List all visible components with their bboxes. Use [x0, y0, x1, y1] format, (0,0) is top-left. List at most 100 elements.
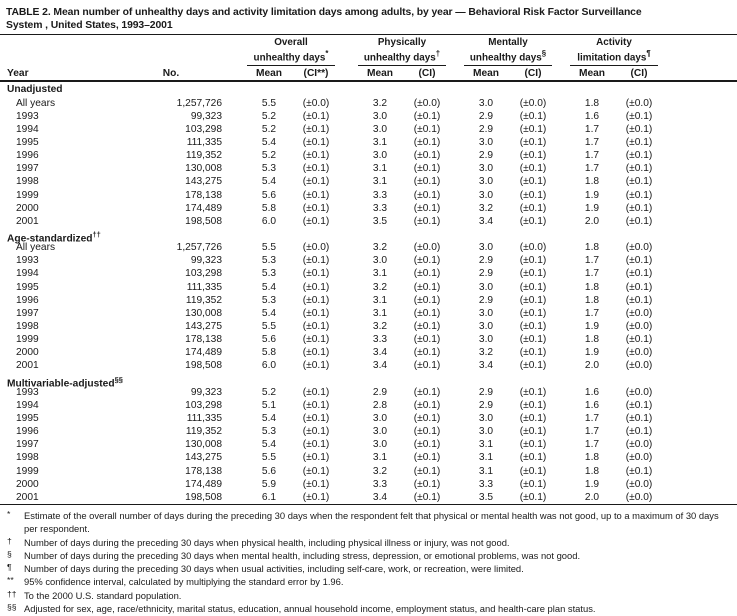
no-cell: 99,323: [190, 386, 222, 398]
ci-cell: (±0.1): [413, 321, 441, 333]
column-gap: [555, 215, 567, 228]
ci-cell: (±0.1): [413, 137, 441, 149]
table-row: 1995 111,335 5.4 (±0.1) 3.1 (±0.1) 3.0 (±0.1) 1.…: [0, 136, 737, 149]
ci-cell: (±0.1): [413, 176, 441, 188]
ci-cell: (±0.0): [625, 347, 653, 359]
no-cell: 1,257,726: [176, 97, 222, 109]
table-row: 2000 174,489 5.9 (±0.1) 3.3 (±0.1) 3.3 (±0.1) 1.…: [0, 478, 737, 491]
footnote-item: † Number of days during the preceding 30 …: [7, 536, 731, 549]
mean-cell: 5.3: [261, 294, 277, 306]
column-gap: [555, 123, 567, 136]
no-cell: 111,335: [186, 413, 222, 424]
ci-cell: (±0.1): [519, 215, 547, 227]
mean-cell: 3.0: [478, 137, 494, 149]
mean-cell: 2.9: [478, 110, 494, 122]
year-cell: 2000: [16, 347, 39, 359]
mean-cell: 3.4: [478, 360, 494, 372]
ci-cell: (±0.1): [625, 189, 653, 201]
mean-cell: 3.1: [372, 137, 388, 149]
column-gap: [555, 412, 567, 425]
no-cell: 174,489: [185, 347, 222, 359]
table-row: 1994 103,298 5.2 (±0.1) 3.0 (±0.1) 2.9 (±0.1) 1.…: [0, 123, 737, 136]
mean-cell: 3.3: [478, 478, 494, 490]
column-gap: [222, 123, 244, 136]
mean-cell: 2.9: [478, 294, 494, 306]
mean-cell: 5.3: [261, 426, 277, 438]
no-cell: 103,298: [185, 399, 222, 411]
ci-cell: (±0.1): [519, 413, 547, 424]
mean-cell: 1.9: [584, 321, 600, 333]
mean-cell: 5.5: [261, 452, 277, 464]
table-row: 1993 99,323 5.2 (±0.1) 3.0 (±0.1) 2.9 (±0.1) 1.6…: [0, 110, 737, 123]
mean-cell: 3.4: [372, 360, 388, 372]
year-cell: 1995: [16, 281, 39, 293]
column-gap: [222, 281, 244, 294]
column-gap: [338, 267, 355, 280]
mean-cell: 5.3: [261, 255, 277, 267]
mean-cell: 3.0: [478, 307, 494, 319]
ci-cell: (±0.1): [413, 307, 441, 319]
column-gap: [449, 189, 461, 202]
ci-cell: (±0.0): [625, 321, 653, 333]
ci-cell: (±0.1): [519, 399, 547, 411]
ci-cell: (±0.1): [302, 452, 330, 464]
column-group-physically: Physically unhealthy days†: [358, 37, 446, 67]
ci-cell: (±0.1): [302, 163, 330, 175]
column-gap: [222, 359, 244, 372]
column-gap: [338, 465, 355, 478]
ci-cell: (±0.1): [302, 413, 330, 424]
column-gap: [449, 451, 461, 464]
mean-cell: 5.3: [261, 268, 277, 280]
column-gap: [222, 412, 244, 425]
no-cell: 1,257,726: [176, 242, 222, 254]
ci-cell: (±0.0): [413, 97, 441, 109]
mean-cell: 1.8: [584, 334, 600, 346]
column-gap: [449, 254, 461, 267]
section-label: Multivariable-adjusted§§: [7, 374, 123, 389]
mean-cell: 2.9: [478, 255, 494, 267]
mean-cell: 5.5: [261, 97, 277, 109]
mean-cell: 3.0: [478, 97, 494, 109]
year-cell: 1996: [16, 294, 39, 306]
footnote-text: Number of days during the preceding 30 d…: [24, 536, 510, 548]
ci-cell: (±0.1): [302, 176, 330, 188]
mean-cell: 1.7: [584, 137, 600, 149]
column-gap: [338, 399, 355, 412]
mean-cell: 3.4: [372, 347, 388, 359]
ci-cell: (±0.0): [625, 97, 653, 109]
ci-cell: (±0.0): [625, 439, 653, 451]
ci-cell: (±0.1): [413, 163, 441, 175]
mean-cell: 5.6: [261, 465, 277, 477]
footnote-text: Number of days during the preceding 30 d…: [24, 563, 524, 575]
ci-cell: (±0.1): [519, 347, 547, 359]
table-row: 2000 174,489 5.8 (±0.1) 3.4 (±0.1) 3.2 (±0.1) 1.…: [0, 346, 737, 359]
ci-cell: (±0.1): [519, 426, 547, 438]
table-row: 1997 130,008 5.3 (±0.1) 3.1 (±0.1) 3.0 (±0.1) 1.…: [0, 162, 737, 175]
footnote-item: * Estimate of the overall number of days …: [7, 509, 731, 536]
column-gap: [555, 438, 567, 451]
year-cell: 2000: [16, 202, 39, 214]
year-cell: 1994: [16, 399, 39, 411]
no-cell: 143,275: [185, 452, 222, 464]
mean-cell: 1.6: [584, 386, 600, 398]
column-gap: [222, 320, 244, 333]
column-gap: [555, 202, 567, 215]
table-body: Unadjusted All years 1,257,726 5.5 (±0.0) 3.2…: [0, 82, 737, 504]
column-gap: [449, 241, 461, 254]
column-gap: [338, 175, 355, 188]
ci-cell: (±0.1): [625, 281, 653, 293]
footnote-marker: §: [7, 548, 12, 559]
mean-cell: 3.3: [372, 202, 388, 214]
table-row: All years 1,257,726 5.5 (±0.0) 3.2 (±0.0) 3.0 (…: [0, 241, 737, 254]
no-column-header: No.: [162, 68, 180, 80]
year-cell: 1998: [16, 452, 39, 464]
footnote-marker: *: [7, 508, 11, 519]
year-cell: 1995: [16, 413, 39, 424]
ci-cell: (±0.1): [625, 176, 653, 188]
no-cell: 198,508: [185, 491, 222, 503]
ci-cell: (±0.0): [625, 360, 653, 372]
no-cell: 130,008: [185, 307, 222, 319]
footnote-text: Adjusted for sex, age, race/ethnicity, m…: [24, 603, 596, 615]
table-header: Overall unhealthy days* Physically unhea…: [0, 35, 737, 80]
year-cell: 1994: [16, 123, 39, 135]
